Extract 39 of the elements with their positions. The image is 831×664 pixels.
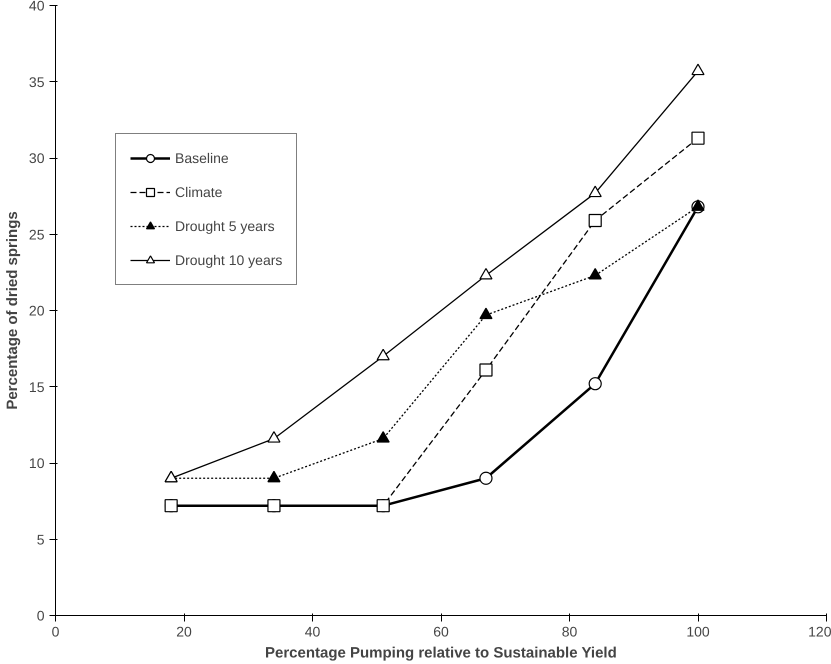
point: [479, 268, 493, 280]
y-tick-label: 30: [28, 150, 45, 166]
legend-label: Drought 5 years: [175, 218, 275, 234]
x-tick-label: 80: [562, 624, 578, 640]
x-tick-label: 120: [808, 624, 831, 640]
y-tick-label: 15: [28, 378, 45, 395]
point: [267, 499, 281, 512]
y-tick-label: 35: [28, 74, 45, 90]
x-tick-label: 20: [176, 624, 192, 640]
y-axis-title: Percentage of dried springs: [4, 211, 21, 410]
y-tick-label: 5: [36, 531, 45, 548]
point: [479, 308, 493, 320]
x-tick-label: 40: [304, 624, 320, 640]
point: [479, 363, 493, 377]
x-axis-title: Percentage Pumping relative to Sustainable Yield: [264, 644, 617, 662]
point: [479, 472, 493, 485]
point: [588, 268, 602, 280]
point: [267, 470, 281, 482]
point: [376, 431, 390, 443]
y-tick-label: 40: [28, 0, 45, 14]
point: [588, 214, 602, 228]
y-tick-label: 25: [28, 226, 45, 242]
point: [376, 348, 390, 360]
point: [588, 377, 602, 390]
legend-label: Drought 10 years: [175, 252, 282, 268]
x-tick-label: 0: [52, 624, 60, 640]
point: [691, 64, 705, 76]
y-tick-label: 20: [28, 302, 45, 318]
point: [267, 431, 281, 443]
point: [376, 499, 390, 512]
legend-label: Baseline: [175, 150, 229, 166]
point: [164, 499, 178, 512]
y-tick-label: 10: [28, 455, 45, 471]
point: [691, 132, 705, 145]
x-tick-label: 100: [686, 624, 710, 640]
y-tick-label: 0: [36, 608, 45, 624]
point: [588, 186, 602, 198]
x-tick-label: 60: [433, 624, 449, 640]
legend-label: Climate: [175, 184, 222, 200]
